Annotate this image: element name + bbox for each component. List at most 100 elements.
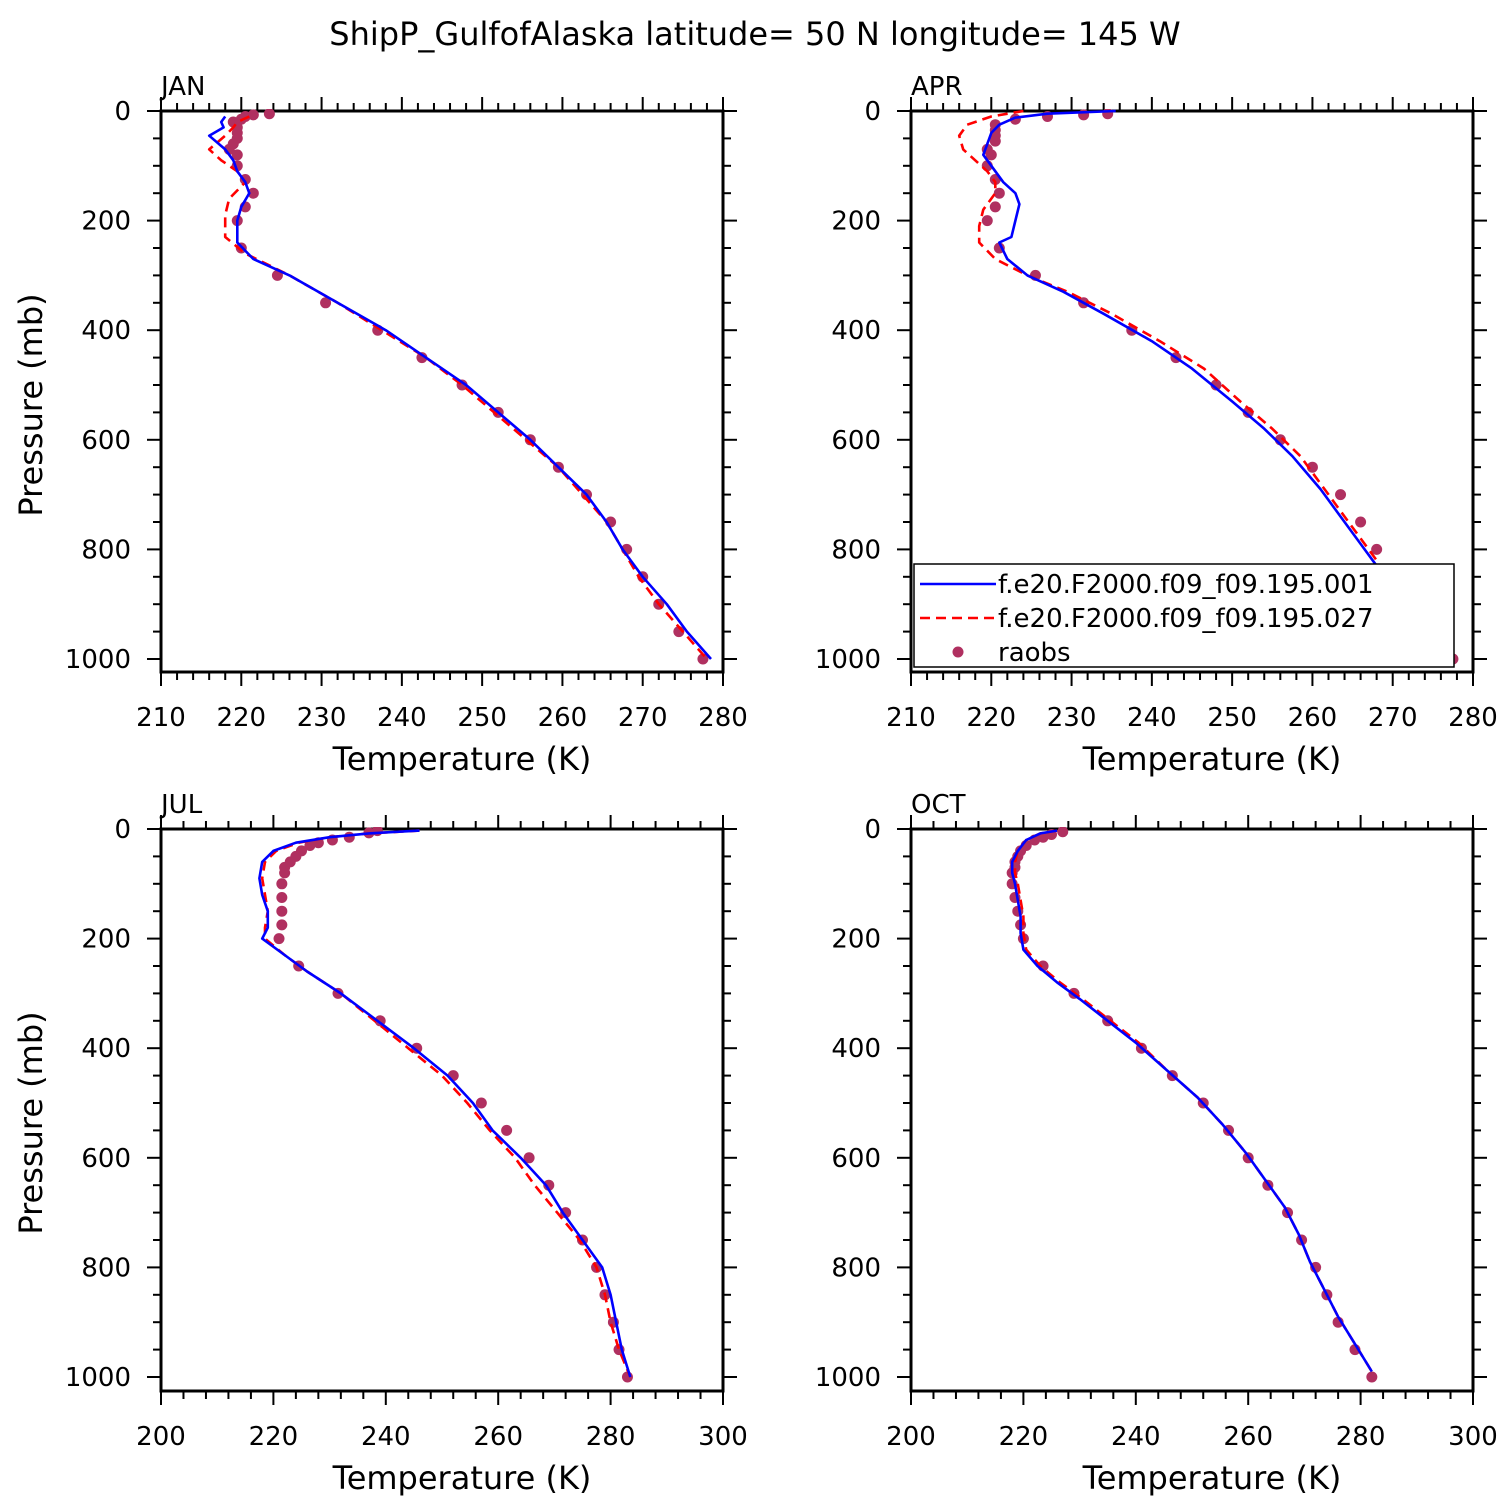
raobs-point	[279, 867, 291, 879]
raobs-point	[1355, 516, 1367, 528]
y-tick-label: 200	[831, 207, 881, 237]
y-tick-label: 600	[831, 1144, 881, 1174]
series-line-027	[1013, 829, 1373, 1373]
series-line-027	[957, 109, 1454, 660]
x-tick-label: 230	[297, 703, 347, 733]
y-tick-label: 400	[831, 316, 881, 346]
raobs-point	[231, 149, 243, 161]
y-tick-label: 1000	[815, 1363, 881, 1393]
series-line-001	[258, 829, 632, 1378]
plot-frame	[159, 827, 725, 1393]
plot-area	[207, 109, 712, 665]
x-tick-label: 270	[618, 703, 668, 733]
y-tick-label: 600	[81, 1144, 131, 1174]
x-tick-label: 300	[1448, 1422, 1498, 1452]
raobs-point	[475, 1097, 487, 1109]
y-tick-label: 800	[81, 1253, 131, 1283]
y-tick-label: 800	[831, 535, 881, 565]
x-axis-label: Temperature (K)	[1082, 1459, 1342, 1497]
plot-frame	[909, 827, 1475, 1393]
raobs-point	[1366, 1371, 1378, 1383]
series-line-001	[1010, 829, 1373, 1373]
x-tick-label: 220	[966, 703, 1016, 733]
panel-jan: JAN 210 220 230 240 250 260 270 280 0 200 400 600 800…	[12, 72, 748, 778]
raobs-point	[247, 187, 259, 199]
raobs-point	[273, 933, 285, 945]
x-tick-label: 260	[1288, 703, 1338, 733]
x-axis-label: Temperature (K)	[1082, 740, 1342, 778]
raobs-point	[1371, 543, 1383, 555]
plot-frame	[159, 109, 725, 674]
panel-oct: OCT 200 220 240 260 280 300 0 200 400 600 800 1000 Te…	[815, 790, 1498, 1497]
x-tick-label: 260	[1223, 1422, 1273, 1452]
y-tick-label: 400	[831, 1034, 881, 1064]
raobs-point	[989, 135, 1001, 147]
legend-box	[913, 563, 1455, 668]
raobs-point	[411, 1042, 423, 1054]
raobs-point	[985, 149, 997, 161]
raobs-point	[560, 1207, 572, 1219]
y-tick-label: 800	[81, 535, 131, 565]
panel-title: JAN	[159, 72, 205, 102]
raobs-point	[1306, 461, 1318, 473]
panel-title: OCT	[911, 790, 966, 820]
raobs-point	[501, 1124, 513, 1136]
x-axis-label: Temperature (K)	[332, 740, 592, 778]
raobs-point	[981, 215, 993, 227]
series-line-001	[982, 109, 1454, 660]
panel-title: JUL	[159, 790, 203, 820]
raobs-point	[276, 919, 288, 931]
y-tick-label: 0	[864, 815, 881, 845]
series-line-001	[207, 115, 712, 660]
series-line-027	[260, 829, 632, 1378]
y-axis-label: Pressure (mb)	[12, 1011, 50, 1234]
y-tick-label: 400	[81, 316, 131, 346]
panel-jul: JUL 200 220 240 260 280 300 0 200 400 600 800 1000 Te…	[12, 790, 748, 1497]
x-axis-label: Temperature (K)	[332, 1459, 592, 1497]
x-tick-label: 200	[886, 1422, 936, 1452]
raobs-point	[1335, 489, 1347, 501]
plot-frame	[909, 109, 1475, 674]
x-tick-label: 250	[457, 703, 507, 733]
y-tick-label: 600	[81, 426, 131, 456]
raobs-point	[320, 297, 332, 309]
x-tick-label: 230	[1047, 703, 1097, 733]
x-tick-label: 260	[538, 703, 588, 733]
raobs-point	[989, 201, 1001, 213]
legend-label: f.e20.F2000.f09_f09.195.001	[998, 570, 1374, 600]
legend-label: f.e20.F2000.f09_f09.195.027	[998, 604, 1374, 634]
raobs-point	[271, 269, 283, 281]
plot-area	[1006, 827, 1378, 1383]
y-tick-label: 200	[831, 925, 881, 955]
y-tick-label: 600	[831, 426, 881, 456]
raobs-point	[276, 878, 288, 890]
y-tick-label: 200	[81, 207, 131, 237]
panel-apr: APR 210 220 230 240 250 260 270 280 0 200 400 600 800…	[815, 72, 1498, 778]
raobs-point	[523, 1152, 535, 1164]
x-tick-label: 220	[999, 1422, 1049, 1452]
y-tick-label: 200	[81, 925, 131, 955]
legend-marker-raobs	[952, 646, 964, 658]
raobs-point	[697, 653, 709, 665]
raobs-point	[263, 109, 275, 120]
raobs-point	[276, 892, 288, 903]
y-tick-label: 0	[114, 815, 131, 845]
x-tick-label: 280	[1336, 1422, 1386, 1452]
y-tick-label: 1000	[815, 645, 881, 675]
x-tick-label: 200	[136, 1422, 186, 1452]
y-tick-label: 1000	[65, 1363, 131, 1393]
x-tick-label: 280	[586, 1422, 636, 1452]
x-tick-label: 210	[136, 703, 186, 733]
x-tick-label: 280	[698, 703, 748, 733]
x-tick-label: 240	[377, 703, 427, 733]
x-tick-label: 220	[216, 703, 266, 733]
raobs-point	[276, 905, 288, 917]
legend-label: raobs	[998, 638, 1071, 668]
figure-title: ShipP_GulfofAlaska latitude= 50 N longit…	[329, 15, 1180, 53]
panel-title: APR	[911, 72, 963, 102]
y-tick-label: 400	[81, 1034, 131, 1064]
x-tick-label: 300	[698, 1422, 748, 1452]
x-tick-label: 270	[1368, 703, 1418, 733]
x-tick-label: 240	[361, 1422, 411, 1452]
x-tick-label: 240	[1127, 703, 1177, 733]
